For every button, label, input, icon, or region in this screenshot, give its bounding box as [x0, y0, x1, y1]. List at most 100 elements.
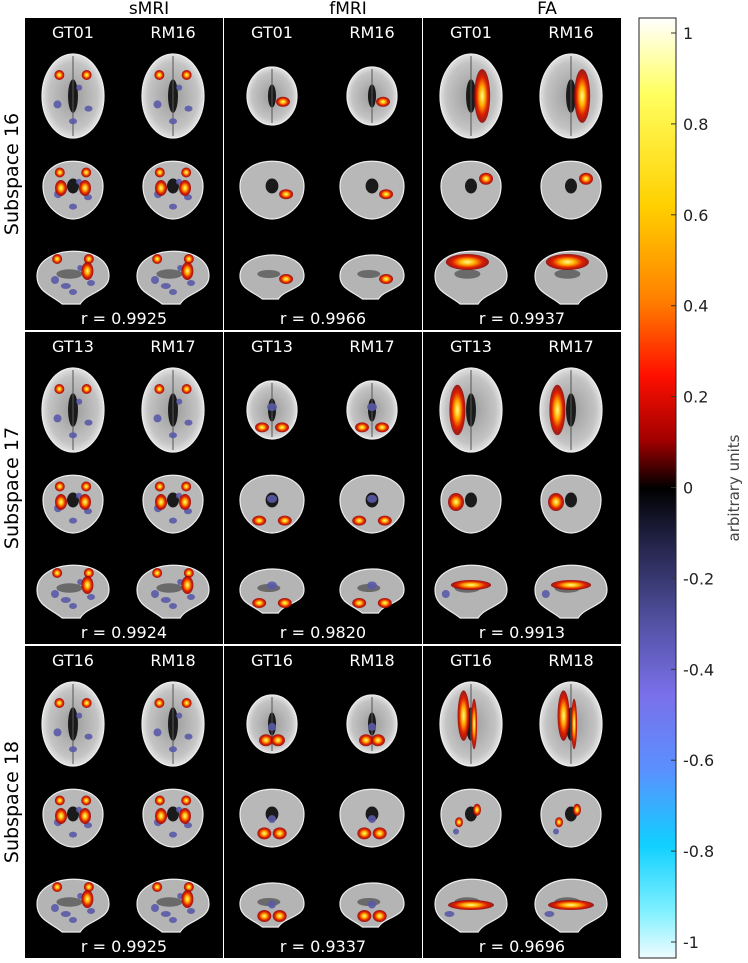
activation-blob	[474, 69, 491, 123]
negative-blob	[169, 517, 177, 524]
activation-blob	[473, 803, 481, 816]
activation-blob	[154, 70, 165, 80]
activation-blob	[183, 568, 194, 578]
activation-blob	[155, 180, 167, 196]
activation-blob	[277, 598, 292, 608]
negative-blob	[69, 289, 77, 295]
ventricle	[67, 806, 79, 822]
correlation-value: r = 0.9913	[479, 623, 565, 642]
activation-blob	[379, 189, 394, 200]
negative-blob	[169, 917, 177, 923]
activation-blob	[252, 515, 267, 526]
negative-blob	[169, 432, 177, 439]
negative-blob	[76, 712, 83, 719]
activation-blob	[547, 900, 595, 910]
negative-blob	[453, 828, 459, 835]
ventricle	[167, 492, 179, 508]
ventricle	[565, 178, 577, 194]
brain-panel: GT13 RM17 r = 0.9913	[423, 332, 621, 644]
negative-blob	[153, 414, 162, 423]
negative-blob	[184, 105, 193, 112]
negative-blob	[53, 100, 62, 109]
activation-blob	[255, 422, 269, 433]
colorbar	[638, 17, 677, 959]
activation-blob	[573, 803, 581, 816]
negative-blob	[84, 419, 93, 426]
negative-blob	[544, 911, 555, 917]
activation-blob	[181, 167, 192, 178]
activation-blob	[54, 481, 65, 492]
activation-blob	[154, 698, 165, 708]
recovered-label: RM17	[150, 337, 195, 356]
ventricle	[67, 178, 79, 194]
colorbar-tick-label: -0.6	[683, 751, 714, 770]
colorbar-tick-label: 0	[683, 479, 693, 498]
negative-blob	[176, 84, 183, 91]
colorbar-tick-label: -0.8	[683, 842, 714, 861]
negative-blob	[169, 118, 177, 125]
ventricle	[565, 492, 577, 508]
negative-blob	[541, 590, 550, 598]
activation-blob	[179, 180, 191, 196]
modality-header: sMRI	[129, 0, 169, 19]
activation-blob	[83, 568, 94, 578]
activation-blob	[81, 795, 92, 806]
activation-blob	[550, 580, 592, 590]
activation-blob	[357, 910, 372, 922]
subspace-label: Subspace 18	[1, 741, 23, 863]
corpus-callosum	[156, 897, 183, 907]
activation-blob	[449, 384, 466, 436]
negative-blob	[187, 280, 195, 286]
negative-blob	[160, 597, 171, 603]
activation-blob	[154, 384, 165, 394]
activation-blob	[479, 172, 493, 185]
correlation-value: r = 0.9966	[280, 309, 366, 328]
activation-blob	[372, 910, 387, 922]
activation-blob	[155, 494, 167, 510]
colorbar-tick-label: 0.2	[683, 388, 708, 407]
negative-blob	[367, 494, 377, 503]
negative-blob	[76, 84, 83, 91]
correlation-value: r = 0.9924	[81, 623, 167, 642]
brain-panel: GT13 RM17 r = 0.9820	[224, 332, 422, 644]
corpus-callosum	[156, 583, 183, 593]
corpus-callosum	[56, 269, 83, 279]
activation-blob	[52, 568, 63, 578]
negative-blob	[169, 831, 177, 838]
activation-blob	[81, 481, 92, 492]
activation-blob	[152, 882, 163, 892]
negative-blob	[187, 908, 195, 914]
correlation-value: r = 0.9696	[479, 937, 565, 956]
activation-blob	[279, 274, 294, 284]
activation-blob	[376, 96, 390, 107]
correlation-value: r = 0.9820	[280, 623, 366, 642]
negative-blob	[444, 911, 455, 917]
negative-blob	[268, 722, 276, 731]
ground-truth-label: GT01	[52, 23, 94, 42]
activation-blob	[55, 808, 67, 824]
activation-blob	[355, 422, 369, 433]
brain-panel: GT01 RM16 r = 0.9966	[224, 18, 422, 330]
recovered-label: RM16	[548, 23, 593, 42]
negative-blob	[87, 280, 95, 286]
activation-blob	[457, 690, 470, 741]
activation-blob	[555, 817, 563, 828]
negative-blob	[553, 828, 559, 835]
activation-blob	[445, 254, 489, 270]
negative-blob	[160, 283, 171, 289]
activation-blob	[252, 598, 267, 608]
negative-blob	[60, 283, 71, 289]
negative-blob	[184, 419, 193, 426]
activation-blob	[83, 254, 94, 264]
negative-blob	[176, 712, 183, 719]
negative-blob	[368, 722, 376, 731]
activation-blob	[81, 698, 92, 708]
negative-blob	[69, 432, 77, 439]
recovered-label: RM16	[150, 23, 195, 42]
activation-blob	[54, 167, 65, 178]
corpus-callosum	[56, 583, 83, 593]
brain-panel: GT01 RM16 r = 0.9925	[25, 18, 223, 330]
negative-blob	[169, 203, 177, 210]
activation-blob	[371, 734, 385, 747]
activation-blob	[79, 808, 91, 824]
